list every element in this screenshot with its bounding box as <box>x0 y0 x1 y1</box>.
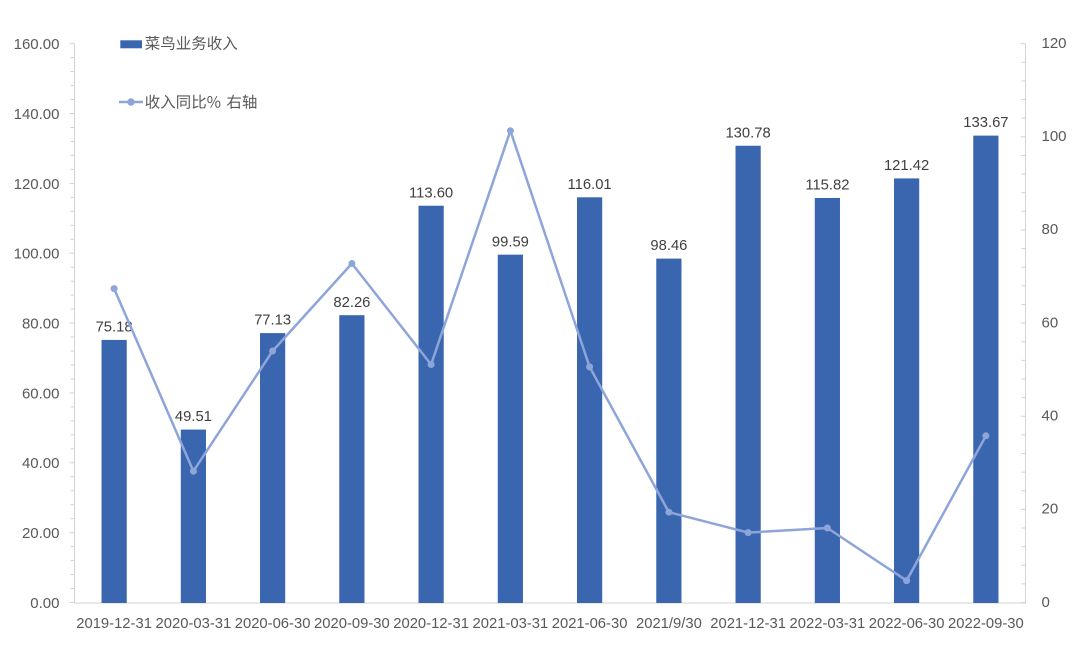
svg-text:140.00: 140.00 <box>14 106 60 123</box>
svg-text:121.42: 121.42 <box>884 158 929 174</box>
svg-text:77.13: 77.13 <box>254 313 291 329</box>
svg-text:160.00: 160.00 <box>14 36 60 53</box>
svg-text:98.46: 98.46 <box>650 238 687 254</box>
svg-text:100.00: 100.00 <box>14 246 60 263</box>
svg-text:0: 0 <box>1042 594 1050 611</box>
svg-text:0.00: 0.00 <box>30 595 59 612</box>
svg-text:2021-12-31: 2021-12-31 <box>710 616 786 632</box>
svg-text:2020-03-31: 2020-03-31 <box>156 616 232 632</box>
svg-text:133.67: 133.67 <box>963 115 1008 131</box>
svg-text:2021-03-31: 2021-03-31 <box>473 616 549 632</box>
svg-text:100: 100 <box>1042 128 1067 145</box>
svg-text:75.18: 75.18 <box>96 320 133 336</box>
svg-text:49.51: 49.51 <box>175 409 212 425</box>
svg-text:60: 60 <box>1042 314 1059 331</box>
svg-text:115.82: 115.82 <box>805 178 849 194</box>
svg-text:2022-06-30: 2022-06-30 <box>869 616 945 632</box>
svg-text:2019-12-31: 2019-12-31 <box>76 616 152 632</box>
svg-text:40.00: 40.00 <box>22 455 60 472</box>
svg-text:20: 20 <box>1042 501 1059 518</box>
svg-text:2022-03-31: 2022-03-31 <box>790 616 866 632</box>
svg-text:99.59: 99.59 <box>492 234 529 250</box>
svg-text:2020-12-31: 2020-12-31 <box>393 616 469 632</box>
svg-text:2021-06-30: 2021-06-30 <box>552 616 628 632</box>
svg-text:120.00: 120.00 <box>14 176 60 193</box>
svg-text:113.60: 113.60 <box>409 185 453 201</box>
svg-text:2020-09-30: 2020-09-30 <box>314 616 390 632</box>
svg-text:2022-09-30: 2022-09-30 <box>948 616 1024 632</box>
svg-text:2020-06-30: 2020-06-30 <box>235 616 311 632</box>
svg-text:2021/9/30: 2021/9/30 <box>636 616 702 632</box>
svg-text:20.00: 20.00 <box>22 525 60 542</box>
svg-text:60.00: 60.00 <box>22 385 60 402</box>
svg-text:40: 40 <box>1042 408 1059 425</box>
svg-text:82.26: 82.26 <box>333 295 370 311</box>
svg-text:80.00: 80.00 <box>22 316 60 333</box>
svg-text:80: 80 <box>1042 221 1059 238</box>
svg-text:116.01: 116.01 <box>568 177 612 193</box>
svg-text:130.78: 130.78 <box>725 125 770 141</box>
svg-text:120: 120 <box>1042 35 1067 52</box>
